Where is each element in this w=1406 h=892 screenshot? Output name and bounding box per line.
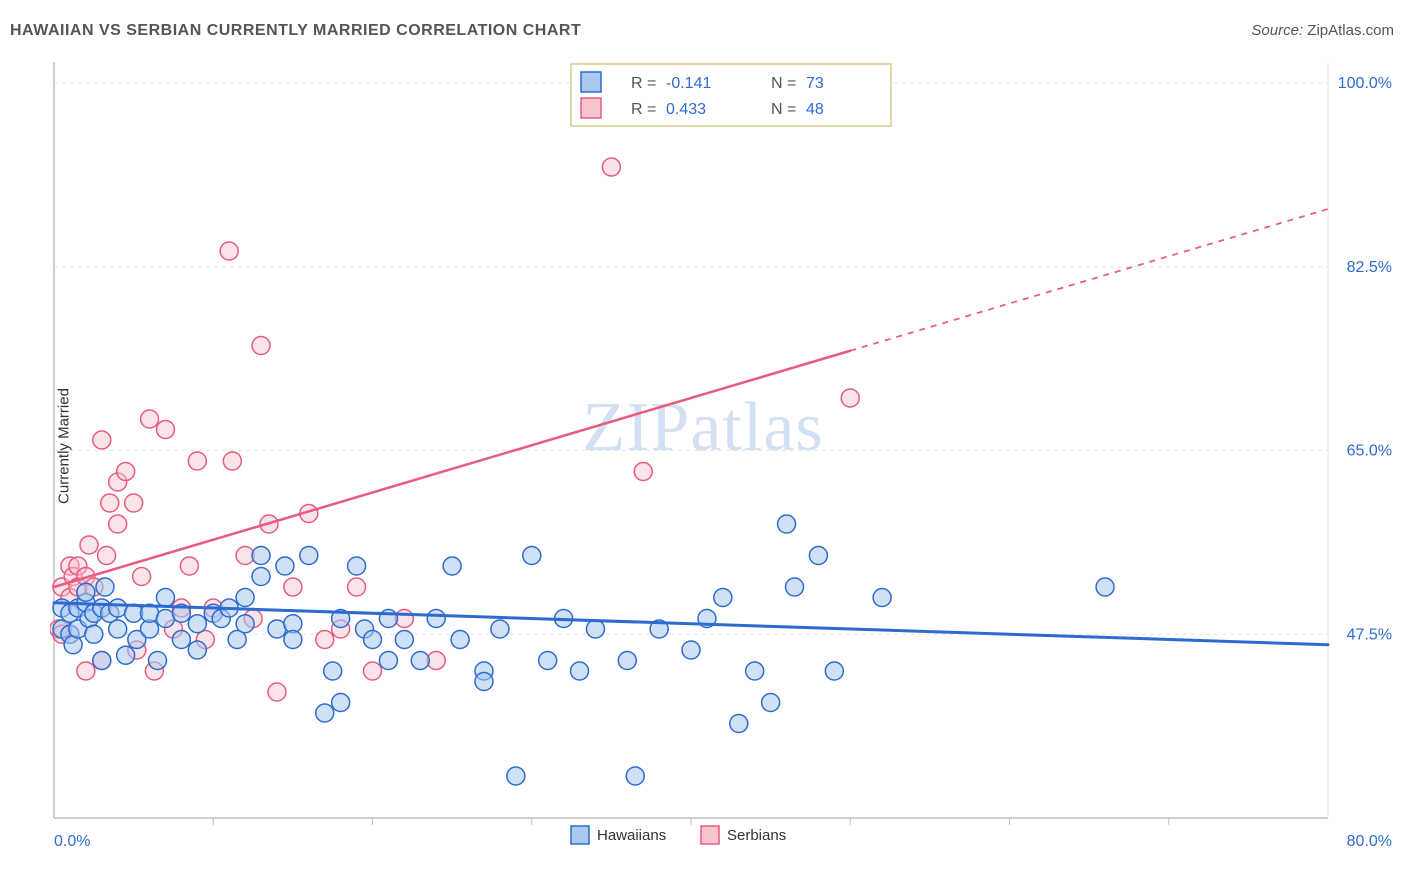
series-hawaiians bbox=[53, 515, 1114, 785]
y-tick-label: 65.0% bbox=[1347, 443, 1392, 460]
y-tick-label: 82.5% bbox=[1347, 259, 1392, 276]
svg-text:N =: N = bbox=[771, 101, 796, 118]
svg-text:Hawaiians: Hawaiians bbox=[597, 827, 666, 844]
y-tick-label: 100.0% bbox=[1338, 75, 1392, 92]
svg-text:0.433: 0.433 bbox=[666, 101, 706, 118]
x-min-label: 0.0% bbox=[54, 833, 90, 850]
y-tick-label: 47.5% bbox=[1347, 626, 1392, 643]
svg-text:N =: N = bbox=[771, 75, 796, 92]
svg-text:73: 73 bbox=[806, 75, 824, 92]
scatter-chart-svg: 47.5% 65.0% 82.5% 100.0% 0.0% 80.0% Hawaiians S… bbox=[50, 58, 1398, 852]
chart-plot-area: 47.5% 65.0% 82.5% 100.0% 0.0% 80.0% Hawaiians S… bbox=[50, 58, 1398, 852]
legend-bottom: Hawaiians Serbians bbox=[571, 826, 786, 844]
source-attribution: Source: ZipAtlas.com bbox=[1251, 22, 1394, 39]
correlation-stat-box: R = -0.141 N = 73 R = 0.433 N = 48 bbox=[571, 64, 891, 126]
chart-title: HAWAIIAN VS SERBIAN CURRENTLY MARRIED CO… bbox=[10, 22, 581, 40]
source-prefix: Source: bbox=[1251, 22, 1303, 39]
svg-text:R =: R = bbox=[631, 101, 656, 118]
svg-text:-0.141: -0.141 bbox=[666, 75, 711, 92]
svg-text:48: 48 bbox=[806, 101, 824, 118]
svg-text:Serbians: Serbians bbox=[727, 827, 786, 844]
source-name: ZipAtlas.com bbox=[1307, 22, 1394, 39]
svg-text:R =: R = bbox=[631, 75, 656, 92]
x-max-label: 80.0% bbox=[1347, 833, 1392, 850]
